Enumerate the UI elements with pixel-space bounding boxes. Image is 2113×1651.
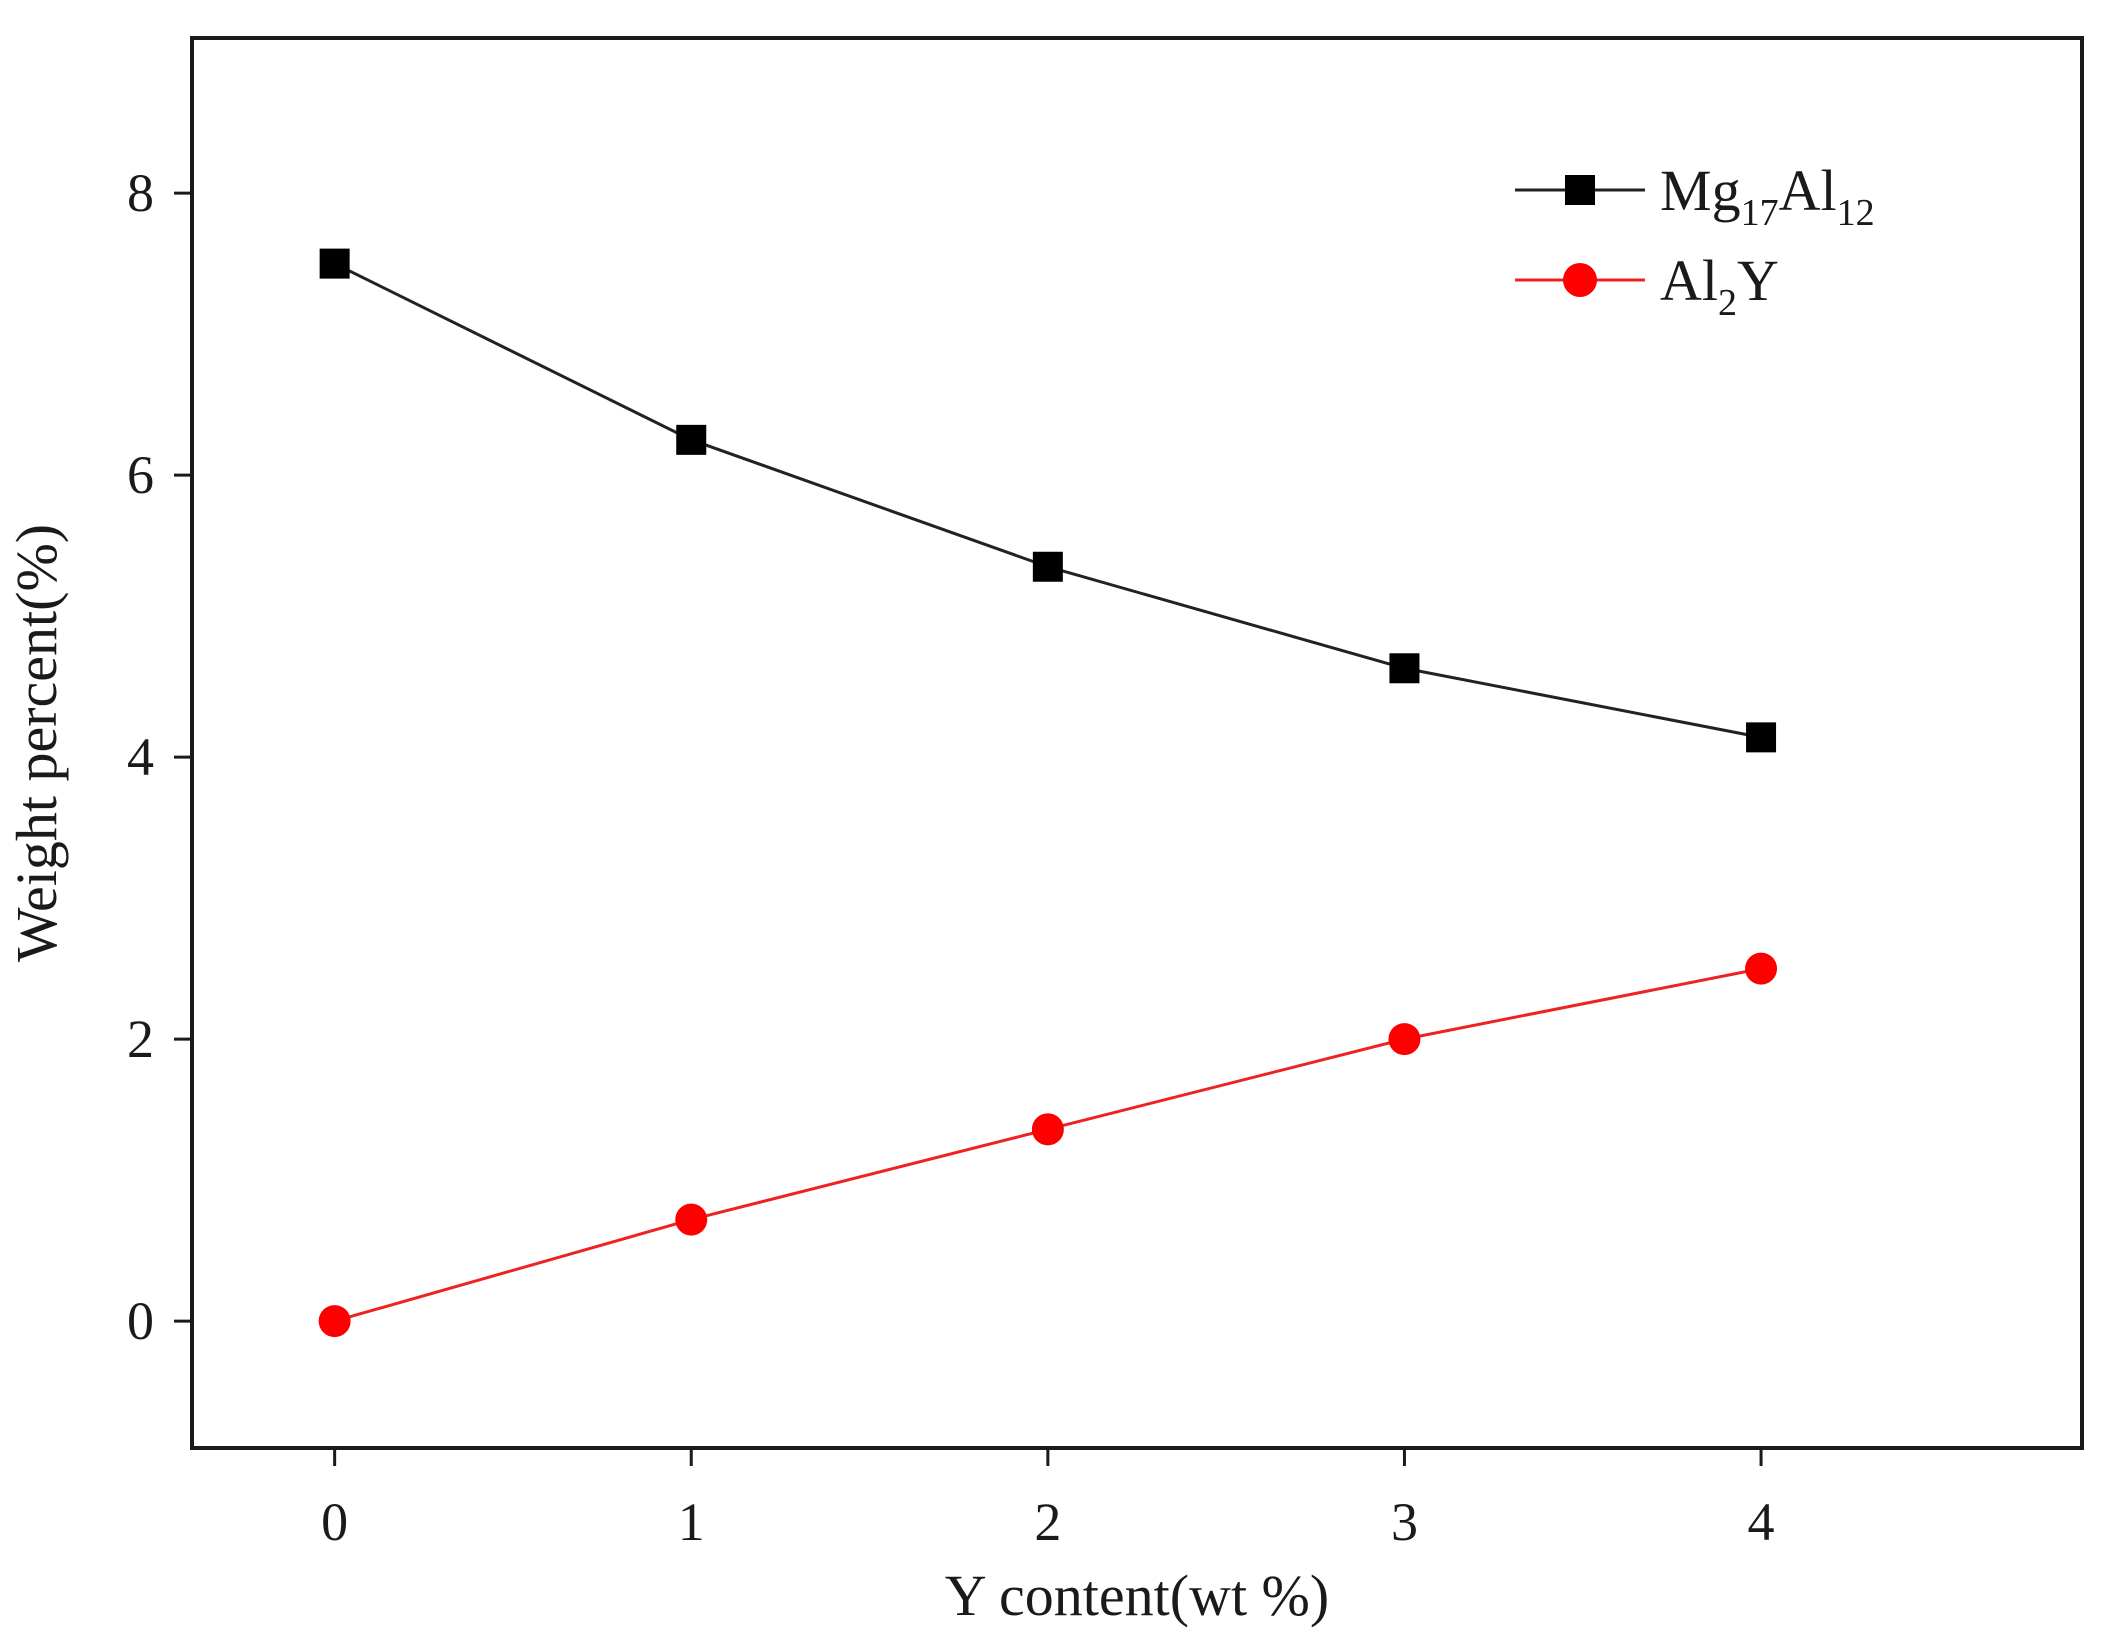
data-point-al2y	[1031, 1113, 1064, 1146]
x-tick-label: 2	[1034, 1492, 1061, 1552]
data-point-al2y	[1388, 1023, 1421, 1056]
legend-label-al-base: Al	[1660, 248, 1718, 313]
y-tick-label: 4	[127, 727, 154, 787]
y-tick-label: 0	[127, 1291, 154, 1351]
data-point-al2y	[1745, 952, 1778, 985]
y-tick-label: 2	[127, 1009, 154, 1069]
legend-label-mg17al12: Mg17Al12	[1660, 158, 1875, 234]
data-point-al2y	[675, 1203, 708, 1236]
data-point-mg17al12	[319, 248, 350, 279]
x-tick-label: 3	[1391, 1492, 1418, 1552]
legend-label-y: Y	[1737, 248, 1779, 313]
plot-frame	[190, 36, 2084, 1450]
x-tick-label: 4	[1748, 1492, 1775, 1552]
legend-label-al2y: Al2Y	[1660, 248, 1779, 324]
x-axis: 0 1 2 3 4	[321, 1448, 1775, 1552]
legend-label-sub-12: 12	[1837, 192, 1875, 234]
legend-item-mg17al12: Mg17Al12	[1515, 158, 1875, 234]
x-tick-label: 1	[678, 1492, 705, 1552]
series-line-mg17al12	[333, 262, 1762, 739]
legend-label-al: Al	[1779, 158, 1837, 223]
legend-label-mg: Mg	[1660, 158, 1741, 223]
data-point-mg17al12	[1746, 722, 1777, 753]
y-tick-label: 6	[127, 445, 154, 505]
y-axis: 0 2 4 6 8	[127, 163, 192, 1351]
data-point-mg17al12	[1389, 653, 1420, 684]
data-point-mg17al12	[676, 424, 707, 455]
legend-marker-circle	[1563, 263, 1597, 297]
y-axis-title: Weight percent(%)	[4, 524, 69, 962]
legend-label-sub-2: 2	[1718, 282, 1737, 324]
series-layer	[318, 248, 1778, 1338]
legend-marker-square	[1565, 175, 1595, 205]
x-axis-title: Y content(wt %)	[945, 1563, 1329, 1628]
y-tick-label: 8	[127, 163, 154, 223]
x-tick-label: 0	[321, 1492, 348, 1552]
legend-label-sub-17: 17	[1741, 192, 1779, 234]
legend-item-al2y: Al2Y	[1515, 248, 1779, 324]
legend: Mg17Al12 Al2Y	[1515, 158, 1875, 324]
data-point-al2y	[318, 1305, 351, 1338]
data-point-mg17al12	[1032, 551, 1063, 582]
